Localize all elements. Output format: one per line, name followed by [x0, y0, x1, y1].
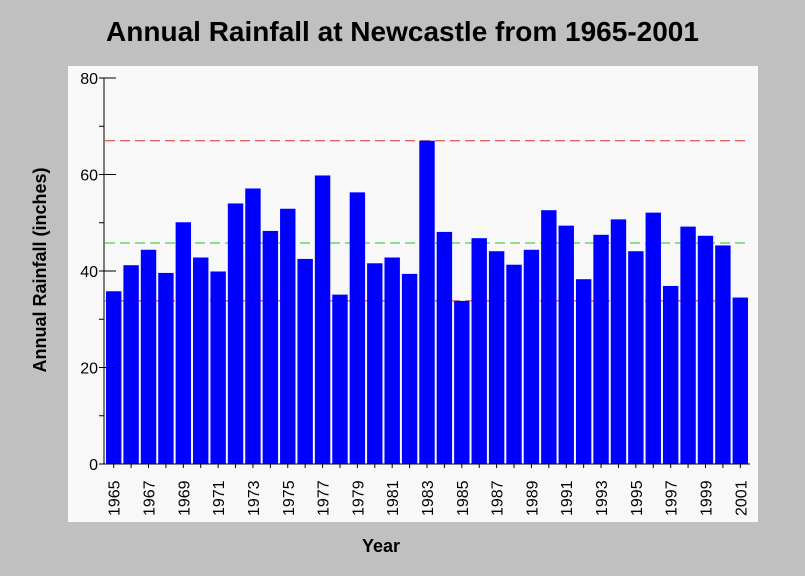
x-tick-label: 1987 [490, 480, 507, 516]
y-tick-label: 80 [80, 71, 98, 88]
bar-2001 [732, 297, 748, 464]
bar-1983 [419, 140, 435, 464]
bar-1977 [314, 175, 331, 464]
bar-1972 [227, 203, 244, 464]
bar-1989 [523, 249, 540, 464]
bar-1981 [384, 257, 400, 464]
x-tick-label: 1967 [142, 480, 159, 516]
bar-1993 [593, 234, 609, 464]
x-tick-label: 1971 [211, 480, 228, 516]
x-tick-label: 1999 [698, 480, 715, 516]
bar-1985 [454, 300, 470, 464]
bar-1986 [471, 238, 487, 464]
bar-1980 [367, 263, 383, 464]
x-tick-label: 1981 [385, 480, 402, 516]
bar-1984 [436, 231, 453, 464]
bar-1990 [541, 210, 557, 464]
x-tick-label: 1965 [107, 480, 124, 516]
bar-1974 [262, 230, 279, 464]
bar-1966 [123, 265, 139, 464]
bar-1992 [575, 279, 592, 464]
bar-1987 [488, 251, 505, 464]
x-tick-label: 1993 [594, 480, 611, 516]
bar-1969 [175, 222, 192, 464]
bar-2000 [715, 245, 731, 464]
bar-1996 [645, 212, 661, 464]
x-tick-label: 1997 [664, 480, 681, 516]
y-axis: 0 20 40 60 80 [80, 71, 116, 474]
x-axis-title: Year [362, 536, 400, 556]
x-tick-label: 1973 [246, 480, 263, 516]
bars [106, 140, 748, 465]
bar-1965 [106, 291, 122, 464]
x-tick-label: 1995 [629, 480, 646, 516]
x-tick-label: 1975 [281, 480, 298, 516]
chart-title: Annual Rainfall at Newcastle from 1965-2… [106, 16, 699, 47]
bar-1998 [680, 226, 696, 464]
y-axis-title: Annual Rainfall (inches) [30, 167, 50, 372]
bar-1982 [401, 273, 418, 464]
bar-1999 [697, 235, 714, 464]
bar-1968 [158, 272, 174, 464]
x-tick-label: 1979 [350, 480, 367, 516]
x-tick-label: 1985 [455, 480, 472, 516]
bar-1979 [349, 192, 366, 465]
bar-1994 [610, 219, 627, 464]
bar-1991 [558, 225, 574, 464]
bar-1978 [332, 294, 348, 464]
x-tick-label: 1977 [316, 480, 333, 516]
y-tick-label: 40 [80, 264, 98, 281]
x-tick-label: 1989 [524, 480, 541, 516]
bar-1976 [297, 258, 313, 464]
x-tick-label: 1983 [420, 480, 437, 516]
bar-1970 [193, 257, 209, 464]
y-tick-label: 20 [80, 361, 98, 378]
bar-1988 [506, 264, 522, 464]
bar-1975 [280, 208, 296, 464]
bar-1995 [628, 251, 644, 464]
bar-1967 [140, 249, 157, 464]
bar-1973 [245, 188, 261, 464]
y-tick-label: 60 [80, 168, 98, 185]
x-tick-label: 2001 [733, 480, 750, 516]
y-tick-label: 0 [89, 457, 98, 474]
x-tick-label: 1969 [176, 480, 193, 516]
bar-1971 [210, 271, 226, 464]
bar-1997 [662, 285, 679, 464]
x-tick-label: 1991 [559, 480, 576, 516]
x-axis: 1965 1967 1969 1971 1973 1975 1977 1979 1981 1983… [104, 463, 750, 516]
